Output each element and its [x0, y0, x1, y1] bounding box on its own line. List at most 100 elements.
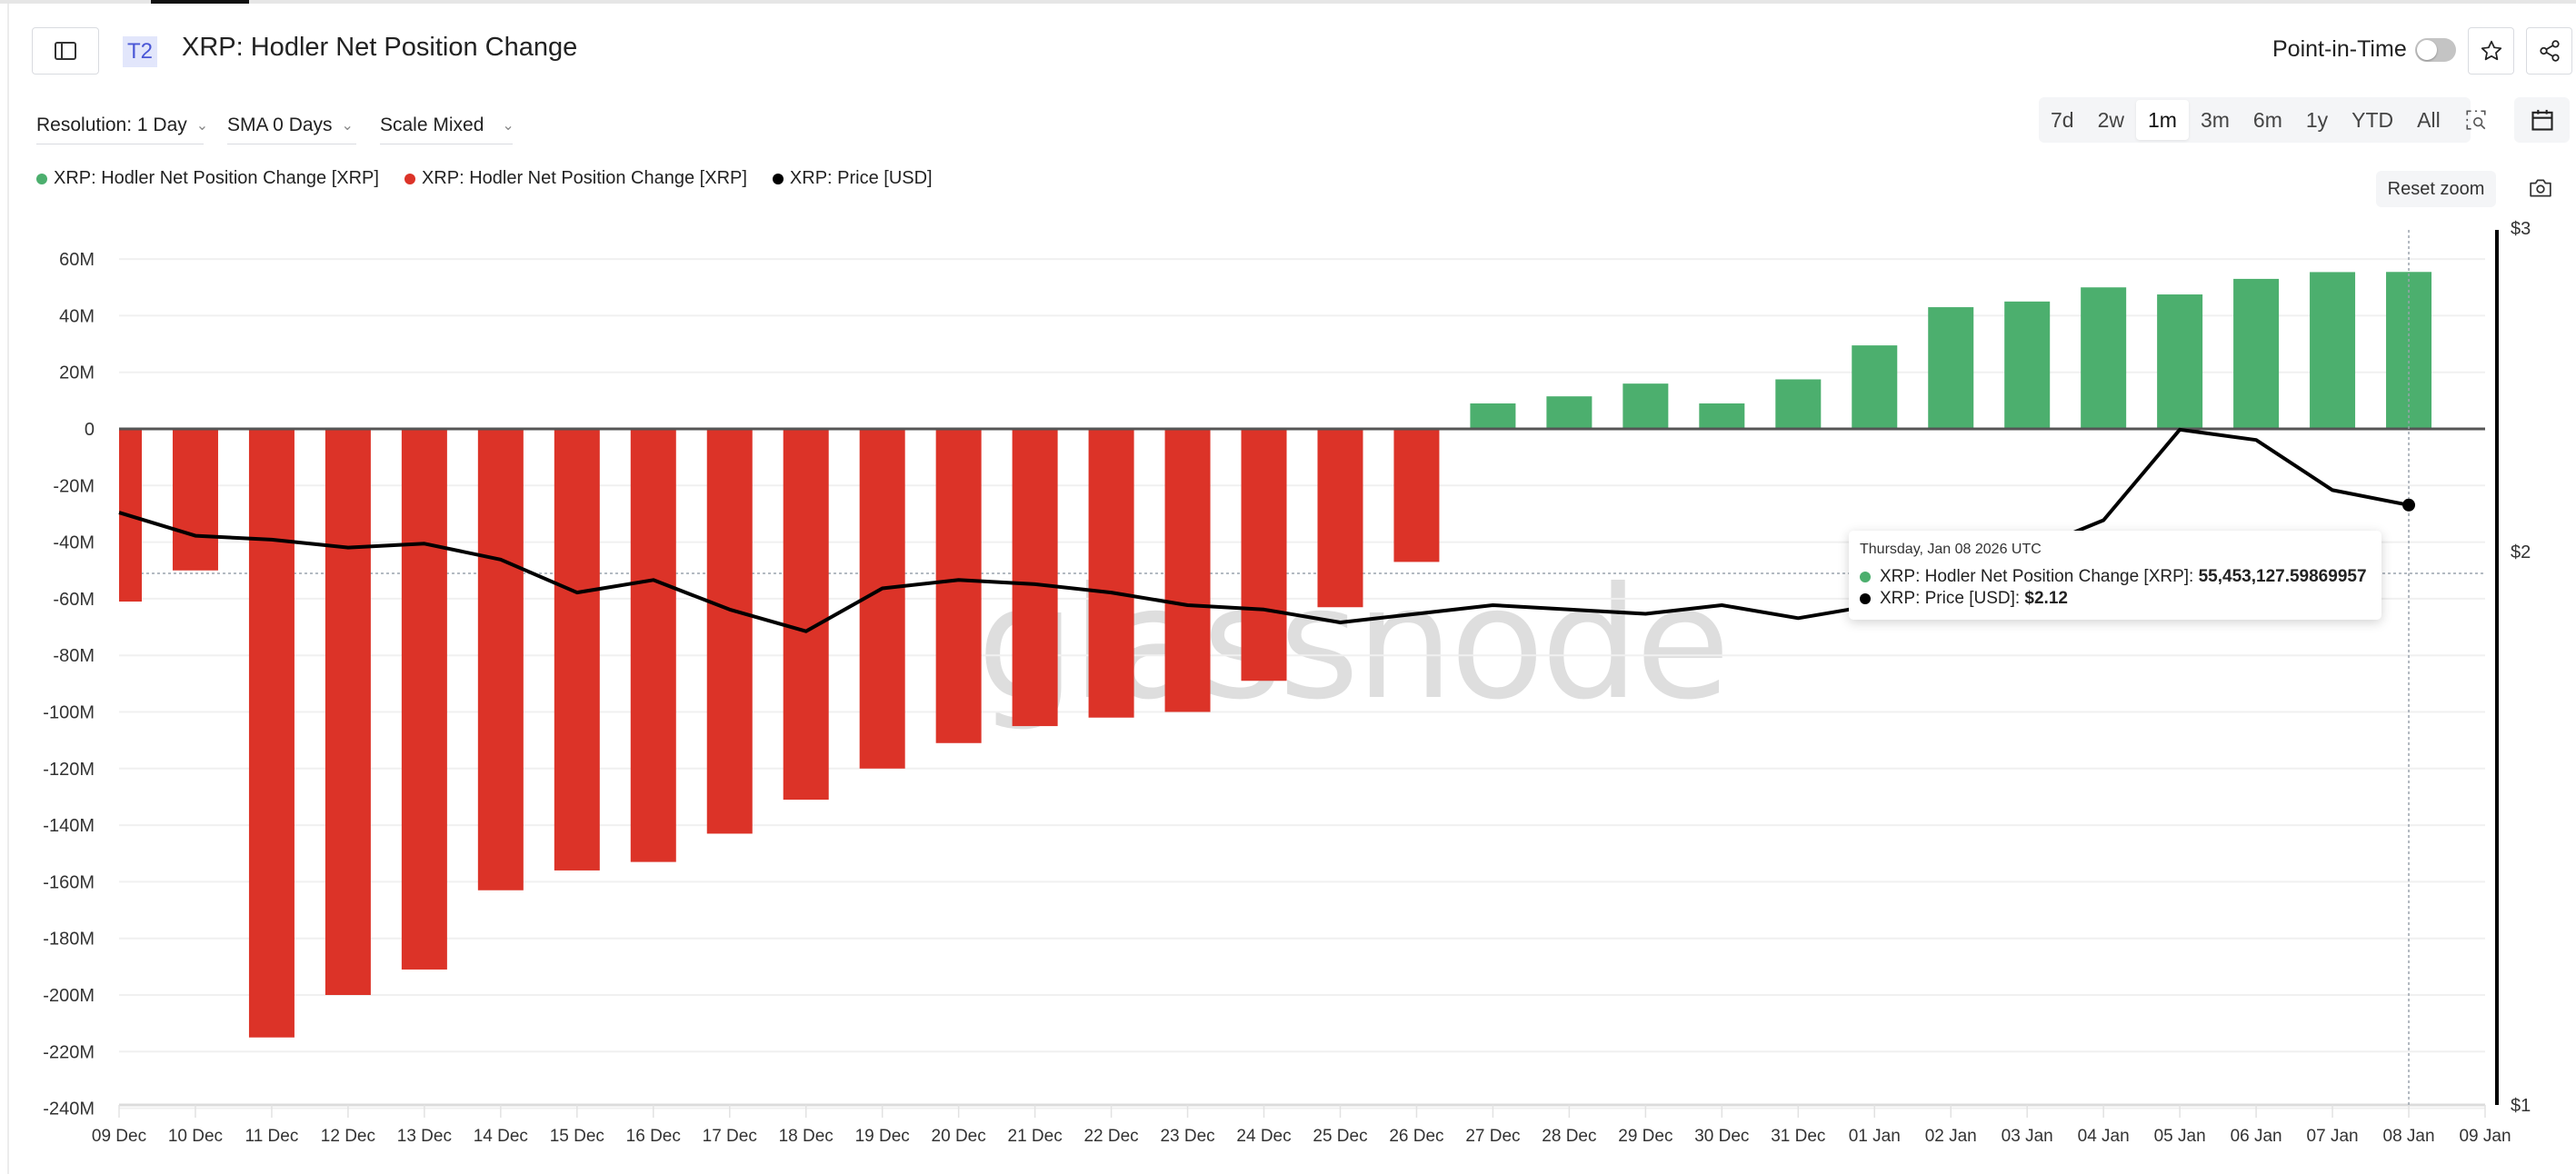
tooltip-dot-black [1860, 593, 1871, 604]
x-axis-label: 10 Dec [168, 1127, 223, 1146]
x-axis-label: 01 Jan [1849, 1127, 1901, 1146]
tooltip-row-price: XRP: Price [USD]: $2.12 [1860, 589, 2068, 609]
legend-label: XRP: Price [USD] [789, 168, 933, 188]
bar-negative[interactable] [554, 429, 600, 871]
x-axis-label: 29 Dec [1618, 1127, 1672, 1146]
range-6m[interactable]: 6m [2252, 107, 2282, 132]
bar-positive[interactable] [1622, 383, 1669, 429]
bar-negative[interactable] [935, 429, 982, 743]
legend-dot-red [404, 173, 415, 184]
bar-negative[interactable] [401, 429, 447, 970]
reset-zoom-button[interactable]: Reset zoom [2376, 171, 2496, 207]
left-divider [7, 4, 9, 1174]
star-icon [2481, 40, 2501, 61]
x-axis-label: 16 Dec [626, 1127, 681, 1146]
range-3m[interactable]: 3m [2200, 107, 2230, 132]
x-axis-label: 28 Dec [1542, 1127, 1596, 1146]
x-axis-label: 09 Dec [92, 1127, 146, 1146]
sidebar-panel-icon [55, 42, 76, 60]
bar-negative[interactable] [1164, 429, 1211, 712]
x-axis-label: 08 Jan [2383, 1127, 2435, 1146]
zoom-area-icon [2466, 110, 2486, 130]
bar-negative[interactable] [477, 429, 524, 890]
y-axis-label: -40M [53, 533, 95, 553]
price-axis-label: $2 [2511, 542, 2531, 562]
chevron-down-icon: ⌄ [341, 118, 354, 134]
bar-negative[interactable] [248, 429, 295, 1038]
bar-positive[interactable] [1546, 396, 1593, 429]
y-axis-label: -120M [43, 760, 95, 780]
bar-positive[interactable] [2081, 287, 2127, 429]
legend-item-positive[interactable]: XRP: Hodler Net Position Change [XRP] [36, 168, 379, 189]
bar-positive[interactable] [1775, 379, 1822, 429]
range-selector: 7d 2w 1m 3m 6m 1y YTD All [2039, 97, 2486, 143]
toggle-knob [2417, 40, 2437, 60]
resolution-dropdown[interactable]: Resolution: 1 Day ⌄ [36, 107, 208, 144]
bar-negative[interactable] [1317, 429, 1363, 608]
bar-positive[interactable] [2233, 278, 2280, 429]
bar-negative[interactable] [1088, 429, 1134, 718]
bar-positive[interactable] [1928, 307, 1974, 429]
top-tab-strip [0, 0, 2576, 4]
resolution-value: Resolution: 1 Day [36, 114, 187, 135]
x-axis-label: 21 Dec [1008, 1127, 1063, 1146]
legend-item-price[interactable]: XRP: Price [USD] [772, 168, 933, 189]
bar-positive[interactable] [1852, 345, 1898, 429]
x-axis-label: 03 Jan [2002, 1127, 2053, 1146]
y-axis-label: -100M [43, 703, 95, 723]
x-axis-label: 30 Dec [1694, 1127, 1749, 1146]
range-2w[interactable]: 2w [2097, 107, 2124, 132]
y-axis-label: -220M [43, 1042, 95, 1062]
date-picker-button[interactable] [2514, 97, 2570, 143]
x-axis-label: 24 Dec [1236, 1127, 1291, 1146]
bar-positive[interactable] [1470, 403, 1516, 429]
range-1y[interactable]: 1y [2305, 107, 2329, 132]
x-axis-label: 14 Dec [474, 1127, 528, 1146]
y-axis-label: -240M [43, 1099, 95, 1119]
bar-negative[interactable] [172, 429, 218, 571]
chart-legend: XRP: Hodler Net Position Change [XRP] XR… [36, 168, 933, 189]
legend-dot-green [36, 173, 47, 184]
chart-tooltip: Thursday, Jan 08 2026 UTC XRP: Hodler Ne… [1849, 531, 2381, 620]
bar-negative[interactable] [706, 429, 753, 834]
legend-dot-black [772, 173, 784, 184]
x-axis-label: 13 Dec [397, 1127, 452, 1146]
x-axis-label: 20 Dec [932, 1127, 986, 1146]
x-axis-label: 19 Dec [855, 1127, 910, 1146]
zoom-select-button[interactable] [2452, 100, 2500, 140]
x-axis-label: 12 Dec [321, 1127, 375, 1146]
scale-dropdown[interactable]: Scale Mixed ⌄ [380, 107, 514, 144]
bar-negative[interactable] [1241, 429, 1287, 682]
tooltip-dot-green [1860, 572, 1871, 582]
sma-dropdown[interactable]: SMA 0 Days ⌄ [227, 107, 356, 144]
range-all[interactable]: All [2417, 107, 2441, 132]
y-axis-label: -160M [43, 872, 95, 892]
y-axis-label: 20M [59, 363, 95, 383]
range-ytd[interactable]: YTD [2351, 107, 2394, 132]
bar-negative[interactable] [1012, 429, 1058, 727]
sidebar-toggle-button[interactable] [32, 27, 99, 75]
bar-positive[interactable] [1699, 403, 1745, 429]
tooltip-date: Thursday, Jan 08 2026 UTC [1860, 542, 2042, 557]
calendar-icon [2531, 109, 2553, 131]
legend-item-negative[interactable]: XRP: Hodler Net Position Change [XRP] [404, 168, 747, 189]
x-axis-label: 09 Jan [2459, 1127, 2511, 1146]
bar-positive[interactable] [2157, 294, 2203, 429]
x-axis-label: 11 Dec [245, 1127, 299, 1146]
screenshot-button[interactable] [2527, 174, 2554, 202]
scale-value: Scale Mixed [380, 114, 484, 135]
bar-negative[interactable] [1393, 429, 1440, 562]
sma-value: SMA 0 Days [227, 114, 333, 135]
point-in-time-toggle[interactable] [2415, 38, 2456, 62]
bar-positive[interactable] [2310, 272, 2356, 429]
bar-positive[interactable] [2004, 301, 2051, 429]
range-1m[interactable]: 1m [2136, 100, 2189, 140]
share-button[interactable] [2526, 27, 2572, 75]
y-axis-label: -80M [53, 646, 95, 666]
favorite-button[interactable] [2468, 27, 2514, 75]
bar-negative[interactable] [630, 429, 676, 862]
range-7d[interactable]: 7d [2051, 107, 2074, 132]
bar-negative[interactable] [783, 429, 829, 801]
bar-negative[interactable] [324, 429, 371, 995]
